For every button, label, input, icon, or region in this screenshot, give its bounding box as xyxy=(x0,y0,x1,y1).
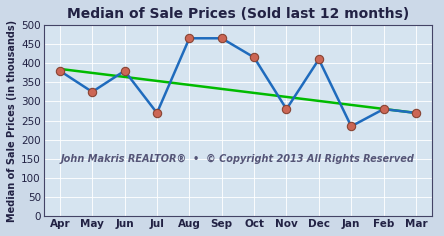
Y-axis label: Median of Sale Prices (in thousands): Median of Sale Prices (in thousands) xyxy=(7,20,17,222)
Text: John Makris REALTOR®  •  © Copyright 2013 All Rights Reserved: John Makris REALTOR® • © Copyright 2013 … xyxy=(61,154,415,164)
Title: Median of Sale Prices (Sold last 12 months): Median of Sale Prices (Sold last 12 mont… xyxy=(67,7,409,21)
